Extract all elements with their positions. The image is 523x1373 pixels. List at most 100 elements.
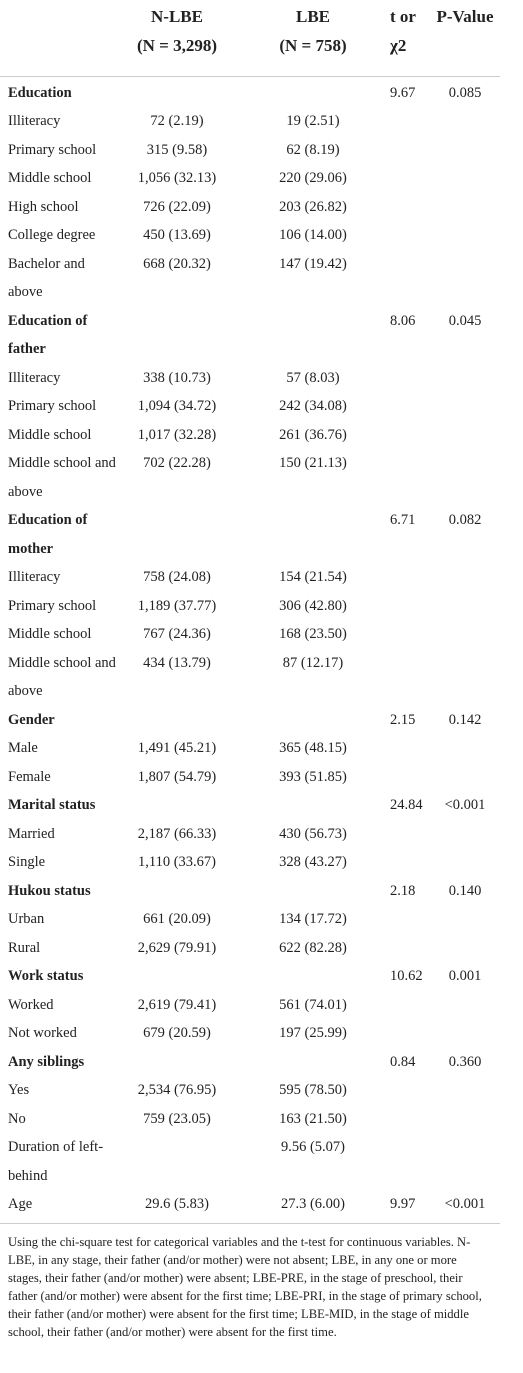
table-row: Age 29.6 (5.83) 27.3 (6.00) 9.97 <0.001 xyxy=(0,1190,500,1223)
table-cell: 1,110 (33.67) xyxy=(138,854,216,870)
table-row: Primary school 315 (9.58) 62 (8.19) xyxy=(0,136,500,165)
row-label: Yes xyxy=(8,1082,30,1098)
table-cell xyxy=(236,1048,390,1077)
table-cell: 393 (51.85) xyxy=(279,768,347,785)
table-row: Urban 661 (20.09) 134 (17.72) xyxy=(0,905,500,934)
header-text: t or xyxy=(390,7,416,26)
table-cell xyxy=(430,221,500,250)
header-text: P-Value xyxy=(436,7,494,26)
table-cell xyxy=(118,1048,236,1077)
table-cell: 197 (25.99) xyxy=(279,1025,347,1041)
table-cell xyxy=(390,193,430,222)
table-cell xyxy=(390,136,430,165)
table-cell: 6.71 xyxy=(390,512,416,528)
table-cell xyxy=(390,392,430,421)
row-label: Middle school xyxy=(8,426,92,443)
table-cell: 242 (34.08) xyxy=(279,398,347,414)
table-cell xyxy=(430,592,500,621)
table-cell: 328 (43.27) xyxy=(279,854,347,870)
table-row: Education of father 8.06 0.045 xyxy=(0,307,500,364)
table-cell xyxy=(430,934,500,963)
table-cell xyxy=(430,449,500,506)
table-cell: 134 (17.72) xyxy=(279,911,347,927)
row-label: Rural xyxy=(8,939,41,956)
table-cell: 767 (24.36) xyxy=(143,626,211,642)
table-row: Not worked 679 (20.59) 197 (25.99) xyxy=(0,1019,500,1048)
table-cell xyxy=(390,991,430,1020)
table-cell: 595 (78.50) xyxy=(279,1082,347,1098)
table-cell xyxy=(236,877,390,906)
row-label: Primary school xyxy=(8,597,97,614)
table-cell: 430 (56.73) xyxy=(279,825,347,842)
table-row: Any siblings 0.84 0.360 xyxy=(0,1048,500,1077)
table-cell xyxy=(430,1133,500,1190)
table-cell: 1,056 (32.13) xyxy=(137,170,217,186)
header-cell: LBE (N = 758) xyxy=(236,0,390,76)
table-cell: 29.6 (5.83) xyxy=(144,1196,210,1212)
table-cell: <0.001 xyxy=(444,1196,486,1212)
table-cell: 106 (14.00) xyxy=(279,227,347,243)
table-row: College degree 450 (13.69) 106 (14.00) xyxy=(0,221,500,250)
table-row: Hukou status 2.18 0.140 xyxy=(0,877,500,906)
table-cell: 758 (24.08) xyxy=(143,569,211,585)
table-row: No 759 (23.05) 163 (21.50) xyxy=(0,1105,500,1134)
table-cell: 163 (21.50) xyxy=(279,1110,347,1127)
row-label: No xyxy=(8,1110,26,1127)
table-cell: 759 (23.05) xyxy=(143,1110,211,1127)
table-cell xyxy=(430,820,500,849)
row-label: Male xyxy=(8,740,38,756)
table-cell: 24.84 xyxy=(390,797,423,813)
row-label: Illiteracy xyxy=(8,569,61,585)
row-label: Hukou status xyxy=(8,882,91,899)
row-label: Work status xyxy=(8,968,84,984)
table-cell xyxy=(430,250,500,307)
table-cell xyxy=(236,307,390,364)
row-label: Middle school and above xyxy=(8,455,116,500)
row-label: Middle school and above xyxy=(8,654,116,700)
table-row: Married 2,187 (66.33) 430 (56.73) xyxy=(0,820,500,849)
table-cell xyxy=(430,763,500,792)
table-cell xyxy=(118,1133,236,1190)
table-cell xyxy=(390,763,430,792)
table-cell xyxy=(390,592,430,621)
table-cell: 261 (36.76) xyxy=(279,426,347,443)
table-cell xyxy=(390,364,430,393)
table-cell xyxy=(390,848,430,877)
table-cell: <0.001 xyxy=(444,797,486,813)
table-cell xyxy=(430,364,500,393)
table-cell xyxy=(390,1133,430,1190)
table-cell xyxy=(390,649,430,706)
table-cell: 72 (2.19) xyxy=(150,113,204,129)
table-cell: 1,017 (32.28) xyxy=(137,426,217,443)
row-label: High school xyxy=(8,198,79,215)
header-text: LBE xyxy=(295,7,331,26)
table-cell xyxy=(430,848,500,877)
table-cell xyxy=(430,563,500,592)
table-cell xyxy=(236,506,390,563)
table-cell xyxy=(118,506,236,563)
row-label: Primary school xyxy=(8,398,97,414)
table-cell xyxy=(118,76,236,107)
header-cell: P-Value xyxy=(430,0,500,76)
table-cell: 1,094 (34.72) xyxy=(137,398,217,414)
table-cell: 2,534 (76.95) xyxy=(137,1082,217,1098)
data-table: N-LBE (N = 3,298) LBE (N = 758) t or χ2 P-Valu… xyxy=(0,0,500,1223)
table-cell: 9.56 (5.07) xyxy=(280,1139,346,1155)
table-cell xyxy=(390,734,430,763)
table-cell: 726 (22.09) xyxy=(143,198,211,215)
table-cell: 306 (42.80) xyxy=(279,597,347,614)
table-cell xyxy=(390,563,430,592)
table-row: Worked 2,619 (79.41) 561 (74.01) xyxy=(0,991,500,1020)
table-cell xyxy=(390,905,430,934)
table-cell xyxy=(236,791,390,820)
row-label: Female xyxy=(8,768,51,785)
table-cell xyxy=(430,1076,500,1105)
table-cell xyxy=(430,421,500,450)
table-cell xyxy=(430,136,500,165)
table-row: Marital status 24.84 <0.001 xyxy=(0,791,500,820)
table-cell: 0.360 xyxy=(448,1053,482,1070)
row-label: Any siblings xyxy=(8,1053,85,1070)
row-label: Worked xyxy=(8,996,54,1013)
table-cell xyxy=(390,421,430,450)
